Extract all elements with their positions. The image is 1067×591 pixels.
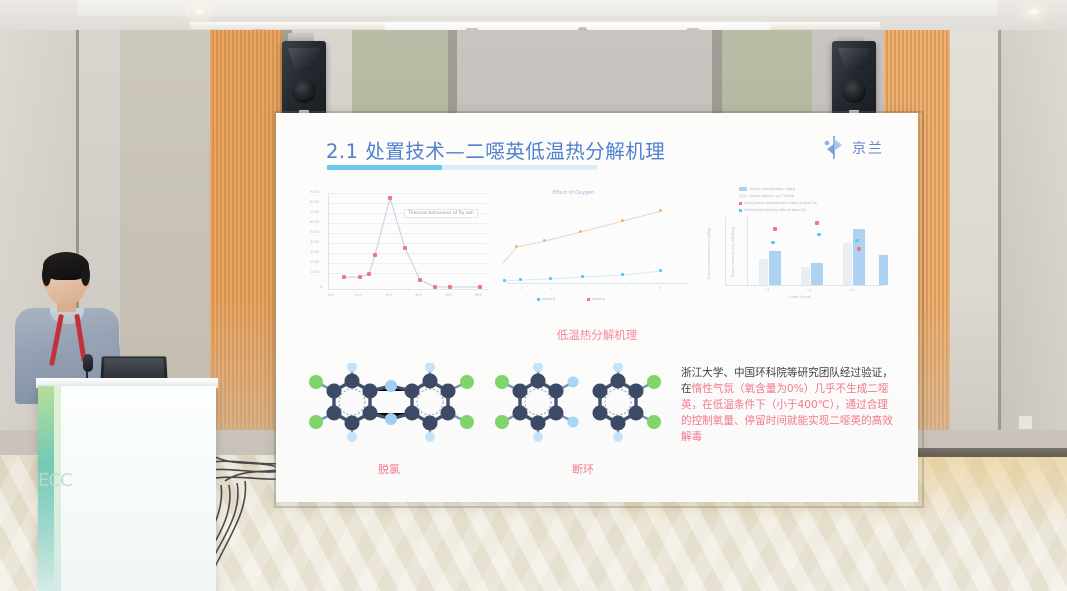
jinglan-logo-icon	[823, 135, 846, 160]
y-tick: 7000	[310, 210, 320, 214]
x-tick: 100	[327, 293, 334, 297]
x-tick: 3	[582, 286, 585, 290]
title-underline	[327, 165, 597, 170]
y-tick: 1000	[310, 270, 320, 274]
slide-title: 2.1 处置技术—二噁英低温热分解机理	[326, 140, 666, 163]
y-tick: 3000	[310, 250, 320, 254]
brand-logo: 京兰	[823, 135, 884, 160]
projection-screen: 2.1 处置技术—二噁英低温热分解机理 京兰	[276, 113, 918, 502]
speaker-horn-icon	[288, 48, 320, 70]
presentation-slide: 2.1 处置技术—二噁英低温热分解机理 京兰	[276, 113, 918, 502]
x-tick: 4	[622, 286, 625, 290]
y-tick: 4000	[310, 240, 320, 244]
legend-swatch	[739, 208, 743, 212]
effect-of-oxygen-chart: Effect of Oxygen	[500, 185, 696, 313]
slide-body-text: 浙江大学、中国环科院等研究团队经过验证，在惰性气氛（氧含量为0%）几乎不生成二噁…	[681, 365, 896, 445]
y-axis-secondary	[747, 217, 749, 285]
x-tick: 2	[550, 286, 553, 290]
x-axis	[328, 289, 488, 290]
y-tick: 9000	[310, 190, 320, 194]
y-tick: 5000	[310, 230, 320, 234]
side-wall-right	[1000, 30, 1067, 430]
molecule-diagrams: 脱氯	[294, 363, 674, 493]
chart-legend-item: Dioxin concentration ng/kg	[739, 187, 795, 191]
chart-legend-item: Solid phase toxicity ratio of total (%)	[739, 208, 806, 212]
x-tick: 400	[415, 293, 422, 297]
x-tick: 5	[658, 286, 661, 290]
presenter-hair-side	[42, 264, 51, 286]
dioxin-concentration-chart: Dioxin concentration ng/kg Dioxin toxici…	[703, 185, 899, 313]
legend-swatch	[536, 297, 540, 301]
y-axis	[328, 193, 329, 289]
chart-annotation: Thermal behaviour of fly ash	[404, 209, 478, 218]
chart-legend-item: Solid phase concentration ratio of total…	[739, 201, 818, 205]
chart-row: 9000 8000 7000 6000 5000 4000 3000 2000 …	[298, 185, 899, 313]
wall-speaker-left	[282, 41, 326, 119]
x-axis	[725, 285, 886, 286]
chart-title: Effect of Oxygen	[552, 190, 595, 196]
podium-side-text: ECC	[38, 470, 73, 491]
ceiling-sensor-icon	[578, 27, 587, 32]
podium-panel: 易贸 环保 2024（第一届） 飞灰无害化处置 与资源化利用技术研讨会 ▦ 3月…	[38, 386, 216, 591]
brand-name: 京兰	[852, 140, 884, 157]
y-tick: 2000	[310, 260, 320, 264]
x-tick: 300	[385, 293, 392, 297]
x-tick: c1	[765, 288, 770, 292]
x-tick: c3	[849, 288, 854, 292]
speaker-badge	[849, 110, 859, 115]
legend-swatch	[739, 194, 748, 198]
molecule-caption: 断环	[572, 463, 594, 476]
presenter-hair-side	[81, 264, 90, 286]
ceiling-recess	[78, 0, 998, 16]
podium-accent-stripe	[38, 386, 54, 591]
speaker-badge	[299, 110, 309, 115]
x-tick: 600	[475, 293, 482, 297]
y-tick: 0	[320, 285, 323, 289]
y-tick: 8000	[310, 200, 320, 204]
speaker-horn-icon	[838, 48, 870, 70]
mechanism-label: 低温热分解机理	[556, 328, 638, 342]
chart-legend-item: series-b	[536, 297, 555, 301]
x-tick: 1	[520, 286, 523, 290]
y-axis-label: Dioxin concentration (ng/kg)	[707, 227, 712, 279]
wall-edge	[76, 30, 79, 430]
x-axis	[506, 283, 687, 284]
title-underline-fill	[327, 165, 442, 170]
podium-microphone	[83, 354, 93, 372]
legend-swatch	[739, 187, 748, 191]
x-axis-label: Index (time)	[789, 295, 812, 299]
thermal-behaviour-chart: 9000 8000 7000 6000 5000 4000 3000 2000 …	[298, 185, 493, 313]
x-tick: 200	[355, 293, 362, 297]
podium-accent-stripe	[54, 386, 61, 591]
downlight-icon	[1025, 8, 1043, 17]
downlight-icon	[190, 8, 208, 17]
projection-screen-frame	[274, 111, 924, 508]
body-run-plain: 浙江大学、中国环科院等研究团队经过验证，在	[681, 367, 893, 396]
wall-socket-icon	[1018, 415, 1033, 430]
molecule-caption: 脱氯	[378, 463, 400, 476]
x-tick: c2	[807, 288, 812, 292]
wall-speaker-right	[832, 41, 876, 119]
speaker-woofer-icon	[292, 79, 316, 103]
ceiling-light-bar	[385, 23, 770, 33]
y-tick: 6000	[310, 220, 320, 224]
wall-edge	[998, 30, 1001, 430]
legend-swatch	[586, 297, 590, 301]
baseboard	[880, 448, 1067, 457]
chart-legend-item: Dioxin toxicity ng I-TEQ/kg	[739, 194, 794, 198]
y-axis-label-secondary: Dioxin toxicity (ng I-TEQ/kg)	[731, 226, 736, 277]
speaker-woofer-icon	[842, 79, 866, 103]
x-tick: 500	[445, 293, 452, 297]
chart-legend-item: series-a	[586, 297, 605, 301]
y-axis	[725, 217, 727, 285]
podium-top	[36, 378, 218, 388]
body-run-highlight: 惰性气氛（氧含量为0%）几乎不生成二噁英，在低温条件下（小于400℃），通过合理…	[681, 383, 893, 444]
legend-swatch	[739, 201, 743, 205]
